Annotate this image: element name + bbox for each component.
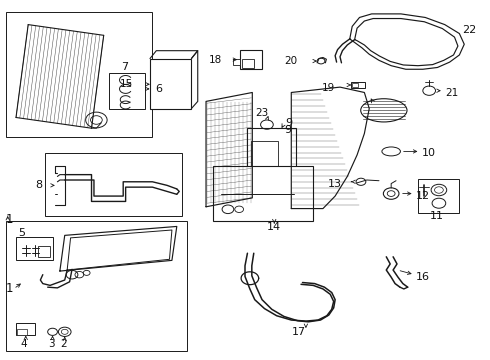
Text: 15: 15 [120, 79, 133, 89]
Text: 4: 4 [20, 339, 26, 348]
Text: 1: 1 [5, 213, 13, 226]
Text: 20: 20 [285, 56, 297, 66]
Text: 22: 22 [462, 25, 476, 35]
Text: 9: 9 [284, 125, 291, 135]
Bar [240, 50, 262, 69]
Bar [233, 59, 240, 65]
Bar [6, 12, 152, 137]
Text: 6: 6 [155, 84, 162, 94]
Bar [16, 323, 35, 336]
Bar [6, 221, 187, 351]
Text: 19: 19 [322, 83, 335, 93]
Bar [351, 82, 365, 88]
Bar [255, 180, 274, 200]
Bar [109, 73, 145, 109]
Text: 18: 18 [209, 55, 222, 64]
Text: 11: 11 [430, 211, 444, 221]
Text: 16: 16 [416, 272, 430, 282]
Bar [251, 141, 278, 176]
Bar [247, 128, 296, 203]
Bar [38, 246, 50, 257]
Text: 9: 9 [286, 118, 293, 128]
Bar [45, 153, 182, 216]
Text: 23: 23 [255, 108, 269, 118]
Bar [150, 59, 192, 109]
Text: 17: 17 [292, 327, 306, 337]
Text: 3: 3 [48, 339, 55, 348]
Bar [352, 83, 358, 87]
Text: 14: 14 [267, 222, 281, 232]
Text: 21: 21 [445, 88, 458, 98]
Text: 8: 8 [36, 180, 43, 190]
Text: 7: 7 [121, 63, 128, 72]
Text: 5: 5 [19, 228, 25, 238]
Bar [16, 237, 52, 260]
Text: 12: 12 [416, 191, 430, 201]
Bar [213, 166, 313, 221]
Text: 1: 1 [5, 283, 13, 296]
Text: 10: 10 [422, 148, 436, 158]
Bar [242, 59, 254, 68]
Text: 2: 2 [60, 339, 67, 348]
Bar [17, 329, 27, 335]
Text: 13: 13 [327, 179, 342, 189]
Bar [418, 179, 460, 213]
